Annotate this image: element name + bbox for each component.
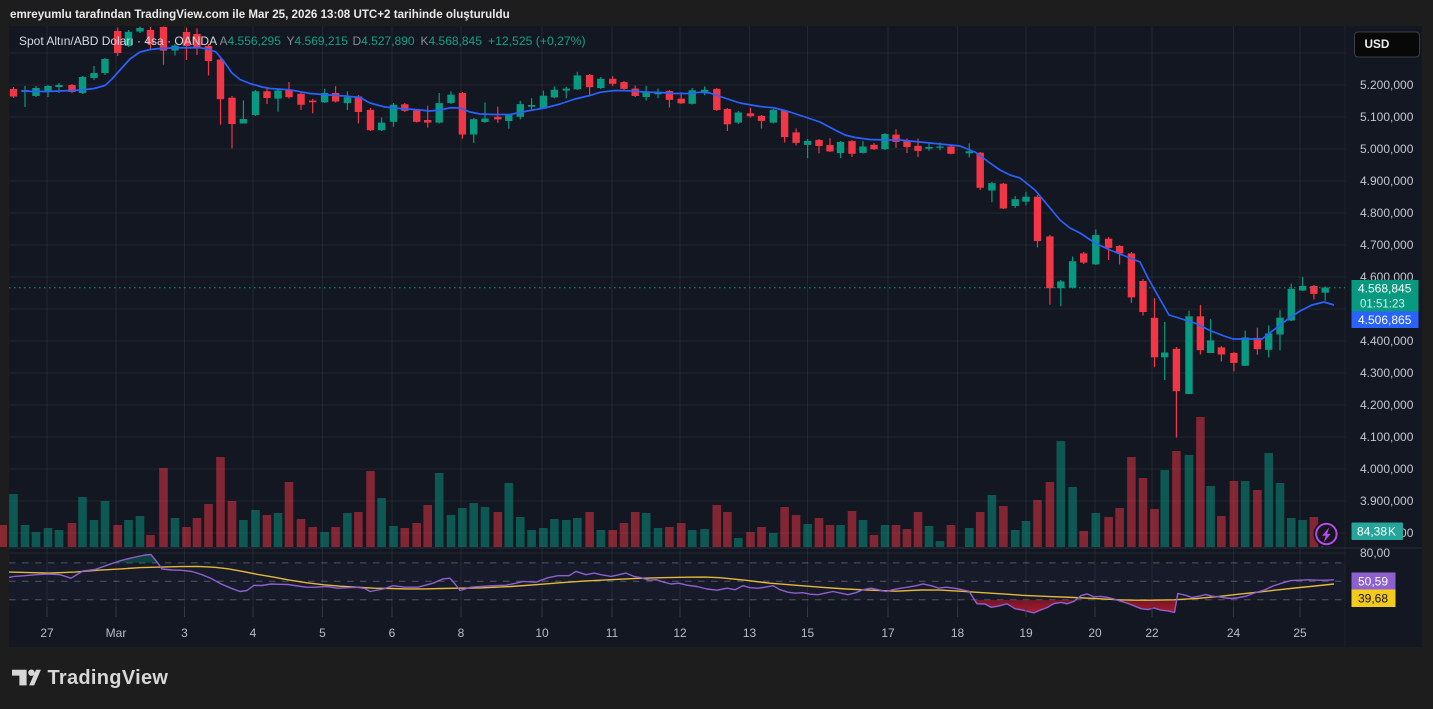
svg-text:5.100,000: 5.100,000: [1360, 110, 1414, 124]
svg-text:4.568,845: 4.568,845: [1358, 282, 1412, 296]
svg-text:4.200,000: 4.200,000: [1360, 398, 1414, 412]
svg-text:K4.568,845: K4.568,845: [421, 34, 483, 48]
svg-text:11: 11: [606, 626, 619, 640]
svg-text:39,68: 39,68: [1358, 592, 1388, 606]
svg-text:TradingView: TradingView: [48, 667, 169, 689]
svg-text:4: 4: [250, 626, 257, 640]
svg-text:12: 12: [673, 626, 687, 640]
svg-text:4.100,000: 4.100,000: [1360, 430, 1414, 444]
svg-text:15: 15: [801, 626, 815, 640]
svg-text:4.400,000: 4.400,000: [1360, 334, 1414, 348]
svg-text:22: 22: [1145, 626, 1159, 640]
svg-text:27: 27: [40, 626, 54, 640]
svg-text:19: 19: [1019, 626, 1033, 640]
svg-text:4.000,000: 4.000,000: [1360, 462, 1414, 476]
svg-text:5: 5: [319, 626, 326, 640]
svg-text:Spot Altın/ABD Doları · 4sa ·: Spot Altın/ABD Doları · 4sa · OANDA: [19, 34, 217, 48]
svg-text:5.200,000: 5.200,000: [1360, 78, 1414, 92]
svg-text:USD: USD: [1365, 37, 1390, 51]
svg-text:25: 25: [1293, 626, 1307, 640]
svg-text:6: 6: [389, 626, 396, 640]
svg-text:3: 3: [181, 626, 188, 640]
svg-text:24: 24: [1227, 626, 1241, 640]
svg-text:80,00: 80,00: [1360, 546, 1390, 560]
svg-text:50,59: 50,59: [1358, 575, 1388, 589]
svg-text:18: 18: [951, 626, 965, 640]
svg-text:17: 17: [881, 626, 895, 640]
svg-text:+12,525 (+0,27%): +12,525 (+0,27%): [488, 34, 586, 48]
svg-text:13: 13: [743, 626, 757, 640]
svg-text:3.900,000: 3.900,000: [1360, 494, 1414, 508]
svg-text:10: 10: [535, 626, 549, 640]
svg-text:emreyumlu tarafından TradingVi: emreyumlu tarafından TradingView.com ile…: [10, 8, 510, 21]
svg-text:4.300,000: 4.300,000: [1360, 366, 1414, 380]
svg-text:A4.556,295: A4.556,295: [220, 34, 282, 48]
svg-text:Y4.569,215: Y4.569,215: [287, 34, 349, 48]
svg-text:01:51:23: 01:51:23: [1360, 299, 1405, 311]
svg-text:5.000,000: 5.000,000: [1360, 142, 1414, 156]
svg-text:4.900,000: 4.900,000: [1360, 174, 1414, 188]
svg-text:4.506,865: 4.506,865: [1358, 313, 1412, 327]
svg-text:D4.527,890: D4.527,890: [353, 34, 415, 48]
svg-text:4.700,000: 4.700,000: [1360, 238, 1414, 252]
svg-text:20: 20: [1088, 626, 1102, 640]
svg-text:Mar: Mar: [106, 626, 127, 640]
svg-text:8: 8: [458, 626, 465, 640]
svg-text:4.800,000: 4.800,000: [1360, 206, 1414, 220]
svg-text:84,38 K: 84,38 K: [1357, 525, 1396, 539]
